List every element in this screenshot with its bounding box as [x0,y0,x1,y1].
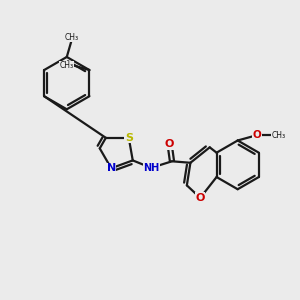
Text: N: N [106,163,116,173]
Text: CH₃: CH₃ [60,61,74,70]
Text: S: S [125,133,133,143]
Text: O: O [196,193,205,203]
Text: O: O [253,130,261,140]
Text: O: O [165,139,174,149]
Text: CH₃: CH₃ [272,130,286,140]
Text: NH: NH [143,163,159,173]
Text: CH₃: CH₃ [64,32,78,41]
